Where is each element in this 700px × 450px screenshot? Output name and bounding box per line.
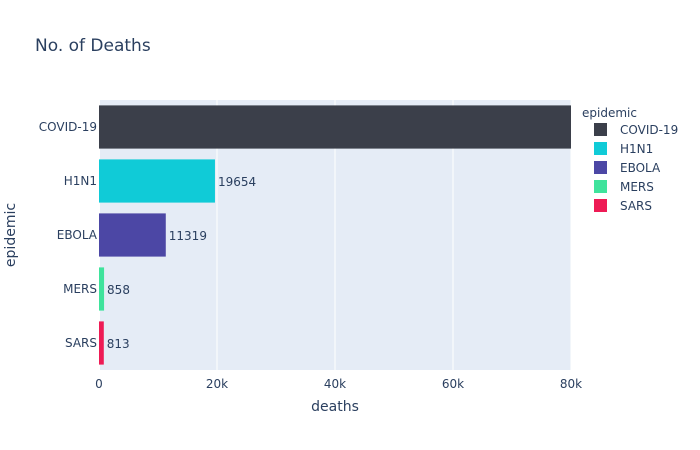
x-tick-label: 80k — [560, 377, 582, 391]
bar-mers — [99, 267, 105, 311]
x-axis-title: deaths — [311, 399, 359, 415]
bar-covid-19 — [99, 105, 571, 149]
x-tick-label: 0 — [95, 377, 103, 391]
x-tick-label: 40k — [324, 377, 346, 391]
legend-swatch[interactable] — [594, 142, 607, 155]
legend-swatch[interactable] — [594, 180, 607, 193]
legend-items: COVID-19 H1N1 EBOLA MERS SARS — [594, 123, 678, 213]
legend-swatch[interactable] — [594, 123, 607, 136]
y-tick-label: MERS — [63, 282, 97, 296]
legend-item-label[interactable]: COVID-19 — [620, 123, 678, 137]
legend-swatch[interactable] — [594, 199, 607, 212]
legend-item-label[interactable]: H1N1 — [620, 142, 653, 156]
y-tick-label: COVID-19 — [39, 120, 97, 134]
bar-sars — [99, 321, 104, 365]
bars — [99, 105, 571, 365]
chart-title: No. of Deaths — [35, 36, 151, 56]
bar-value-label: 858 — [107, 283, 130, 297]
legend-item-label[interactable]: SARS — [620, 199, 652, 213]
bar-value-label: 19654 — [218, 175, 256, 189]
legend-item-label[interactable]: MERS — [620, 180, 654, 194]
legend-swatch[interactable] — [594, 161, 607, 174]
bar-labels: 19654 11319 858 813 — [107, 175, 256, 351]
x-axis-ticks: 0 20k 40k 60k 80k — [95, 377, 582, 391]
y-axis-title: epidemic — [3, 203, 19, 267]
x-tick-label: 20k — [206, 377, 228, 391]
legend-title: epidemic — [582, 106, 637, 120]
y-tick-label: H1N1 — [64, 174, 97, 188]
bar-value-label: 11319 — [169, 229, 207, 243]
y-tick-label: EBOLA — [57, 228, 98, 242]
legend: epidemic COVID-19 H1N1 EBOLA MERS SARS — [582, 106, 678, 213]
bar-ebola — [99, 213, 166, 257]
legend-item-label[interactable]: EBOLA — [620, 161, 661, 175]
x-tick-label: 60k — [442, 377, 464, 391]
y-axis-ticks: COVID-19 H1N1 EBOLA MERS SARS — [39, 120, 98, 350]
bar-h1n1 — [99, 159, 215, 203]
y-tick-label: SARS — [65, 336, 97, 350]
bar-value-label: 813 — [107, 337, 130, 351]
